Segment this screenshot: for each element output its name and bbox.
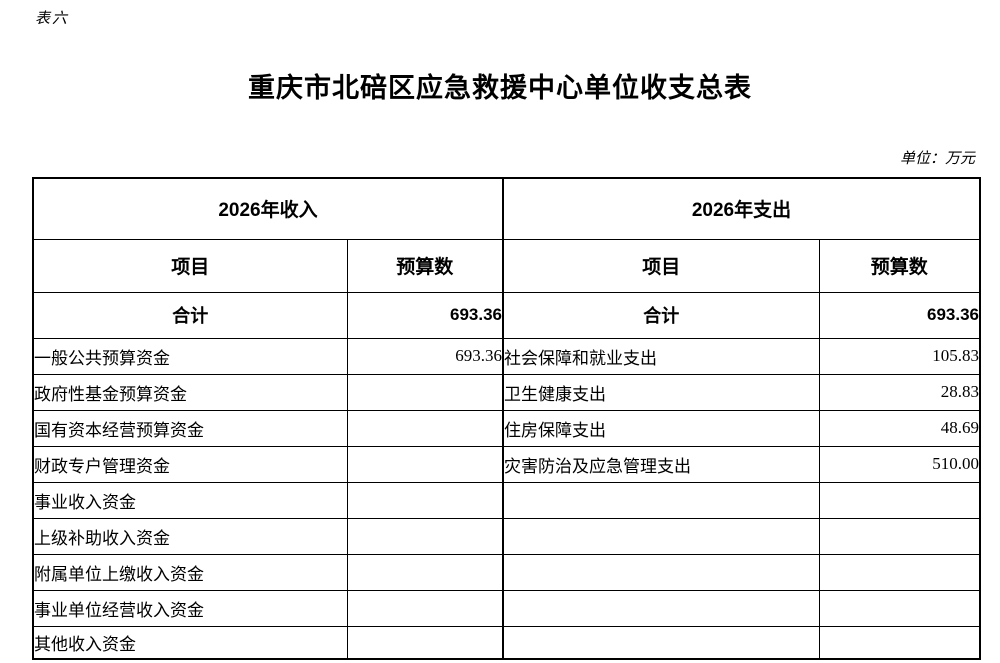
group-header-row: 2026年收入 2026年支出 xyxy=(32,177,981,240)
income-value-cell xyxy=(346,481,504,519)
expense-item-cell xyxy=(502,589,820,627)
table-row: 上级补助收入资金 xyxy=(32,517,981,555)
expense-item-cell xyxy=(502,517,820,555)
income-item-header: 项目 xyxy=(32,238,348,293)
table-row: 政府性基金预算资金 卫生健康支出 28.83 xyxy=(32,373,981,411)
total-expense-value-cell: 693.36 xyxy=(818,291,981,339)
expense-item-cell: 住房保障支出 xyxy=(502,409,820,447)
expense-group-header-cell: 2026年支出 xyxy=(502,177,981,240)
column-header-row: 项目 预算数 项目 预算数 xyxy=(32,238,981,293)
expense-value-cell xyxy=(818,481,981,519)
income-value-cell: 693.36 xyxy=(346,337,504,375)
expense-item-header: 项目 xyxy=(502,238,820,293)
expense-value-cell: 105.83 xyxy=(818,337,981,375)
expense-item-cell: 灾害防治及应急管理支出 xyxy=(502,445,820,483)
table-number-label: 表六 xyxy=(35,11,70,27)
unit-note: 单位：万元 xyxy=(899,151,975,167)
expense-value-cell xyxy=(818,589,981,627)
income-value-cell xyxy=(346,589,504,627)
income-value-cell xyxy=(346,517,504,555)
income-item-cell: 国有资本经营预算资金 xyxy=(32,409,348,447)
table-row: 事业收入资金 xyxy=(32,481,981,519)
income-value-cell xyxy=(346,409,504,447)
total-expense-label-cell: 合计 xyxy=(502,291,820,339)
table-row: 一般公共预算资金 693.36 社会保障和就业支出 105.83 xyxy=(32,337,981,375)
expense-item-cell xyxy=(502,481,820,519)
income-value-cell xyxy=(346,553,504,591)
expense-value-cell: 510.00 xyxy=(818,445,981,483)
table-row: 附属单位上缴收入资金 xyxy=(32,553,981,591)
income-item-cell: 财政专户管理资金 xyxy=(32,445,348,483)
table-row: 事业单位经营收入资金 xyxy=(32,589,981,627)
expense-value-cell: 28.83 xyxy=(818,373,981,411)
income-item-cell: 政府性基金预算资金 xyxy=(32,373,348,411)
income-group-header-cell: 2026年收入 xyxy=(32,177,504,240)
income-item-cell: 其他收入资金 xyxy=(32,625,348,660)
table-row: 财政专户管理资金 灾害防治及应急管理支出 510.00 xyxy=(32,445,981,483)
total-row: 合计 693.36 合计 693.36 xyxy=(32,291,981,339)
expense-value-cell xyxy=(818,625,981,660)
expense-item-cell xyxy=(502,553,820,591)
total-income-label-cell: 合计 xyxy=(32,291,348,339)
expense-value-cell: 48.69 xyxy=(818,409,981,447)
expense-item-cell: 社会保障和就业支出 xyxy=(502,337,820,375)
expense-item-cell: 卫生健康支出 xyxy=(502,373,820,411)
income-value-cell xyxy=(346,625,504,660)
income-value-cell xyxy=(346,373,504,411)
expense-value-cell xyxy=(818,517,981,555)
income-item-cell: 附属单位上缴收入资金 xyxy=(32,553,348,591)
income-item-cell: 上级补助收入资金 xyxy=(32,517,348,555)
expense-budget-header: 预算数 xyxy=(818,238,981,293)
total-income-value-cell: 693.36 xyxy=(346,291,504,339)
income-budget-header: 预算数 xyxy=(346,238,504,293)
table-row: 其他收入资金 xyxy=(32,625,981,660)
income-item-cell: 事业单位经营收入资金 xyxy=(32,589,348,627)
expense-value-cell xyxy=(818,553,981,591)
income-value-cell xyxy=(346,445,504,483)
income-item-cell: 一般公共预算资金 xyxy=(32,337,348,375)
page-title: 重庆市北碚区应急救援中心单位收支总表 xyxy=(248,73,752,103)
expense-item-cell xyxy=(502,625,820,660)
table-row: 国有资本经营预算资金 住房保障支出 48.69 xyxy=(32,409,981,447)
income-item-cell: 事业收入资金 xyxy=(32,481,348,519)
budget-table: 2026年收入 2026年支出 项目 预算数 项目 预算数 合计 693.36 … xyxy=(32,177,981,660)
